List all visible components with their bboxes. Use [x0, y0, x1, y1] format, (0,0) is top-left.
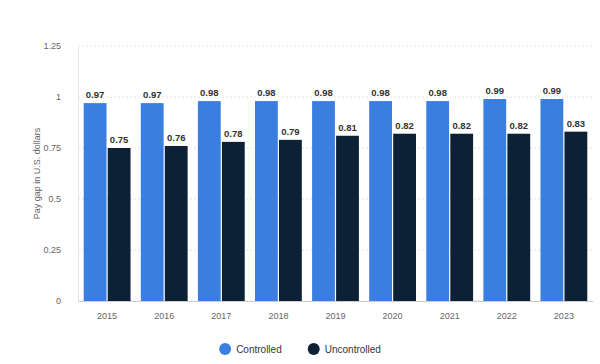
grid-line [78, 46, 593, 47]
data-labels: 0.97 0.97 0.98 0.98 0.98 0.98 0.98 0.99 0.99 0.75… [86, 85, 585, 145]
y-axis-title: Pay gap in U.S. dollars [32, 127, 42, 219]
bar [507, 134, 530, 301]
data-label: 0.78 [224, 128, 243, 139]
x-tick-label: 2020 [383, 311, 403, 321]
data-label: 0.98 [257, 87, 276, 98]
y-tick-label: 0.75 [43, 143, 61, 153]
grid [78, 46, 593, 301]
x-axis-line [79, 301, 594, 302]
y-axis: 0 0.25 0.5 0.75 1 1.25 [43, 41, 78, 306]
y-tick: 0.5 [48, 194, 78, 204]
x-tick-label: 2021 [440, 311, 460, 321]
data-label: 0.97 [143, 89, 162, 100]
data-label: 0.98 [200, 87, 219, 98]
chart: 0 0.25 0.5 0.75 1 1.25 Pay gap in U.S. dollars… [0, 0, 600, 364]
x-tick-label: 2019 [325, 311, 345, 321]
bar [393, 134, 416, 301]
x-tick-label: 2022 [497, 311, 517, 321]
series [108, 132, 588, 301]
x-tick-label: 2016 [154, 311, 174, 321]
data-label: 0.83 [567, 118, 586, 129]
data-label: 0.82 [395, 120, 414, 131]
data-label: 0.99 [543, 85, 562, 96]
bars [84, 99, 588, 301]
data-label: 0.82 [510, 120, 529, 131]
y-tick-label: 0 [56, 296, 61, 306]
x-tick: 2017 [211, 311, 231, 321]
y-tick-label: 0.5 [48, 194, 61, 204]
bar [255, 101, 278, 301]
bar [336, 136, 359, 301]
y-tick-label: 1.25 [43, 41, 61, 51]
y-tick-label: 1 [56, 92, 61, 102]
x-tick: 2022 [497, 311, 517, 321]
legend-swatch [219, 343, 231, 355]
legend-item: Uncontrolled [308, 343, 381, 355]
x-tick-label: 2018 [268, 311, 288, 321]
bar [279, 140, 302, 301]
bar [540, 99, 563, 301]
bar [222, 142, 245, 301]
x-tick-label: 2017 [211, 311, 231, 321]
data-label: 0.97 [86, 89, 105, 100]
series [84, 99, 564, 301]
legend: Controlled Uncontrolled [219, 343, 381, 355]
data-label: 0.79 [281, 126, 300, 137]
x-tick-label: 2015 [97, 311, 117, 321]
x-tick: 2015 [97, 311, 117, 321]
legend-item: Controlled [219, 343, 282, 355]
x-tick: 2018 [268, 311, 288, 321]
data-label: 0.99 [486, 85, 505, 96]
bar [426, 101, 449, 301]
data-label: 0.81 [338, 122, 357, 133]
y-tick: 1 [56, 92, 78, 102]
bar [564, 132, 587, 301]
bar [312, 101, 335, 301]
data-label: 0.75 [110, 134, 129, 145]
y-tick: 0.75 [43, 143, 78, 153]
data-label: 0.76 [167, 132, 186, 143]
bar [84, 103, 107, 301]
x-tick: 2016 [154, 311, 174, 321]
x-tick: 2019 [325, 311, 345, 321]
bar [165, 146, 188, 301]
y-tick: 0 [56, 296, 78, 306]
x-axis: 2015 2016 2017 2018 2019 2020 2021 2022 2023 [79, 302, 594, 322]
data-label: 0.98 [371, 87, 390, 98]
bar [483, 99, 506, 301]
y-axis-line [78, 47, 79, 302]
data-label: 0.98 [428, 87, 447, 98]
x-tick-label: 2023 [554, 311, 574, 321]
x-tick: 2020 [383, 311, 403, 321]
x-tick: 2021 [440, 311, 460, 321]
bar [369, 101, 392, 301]
data-label: 0.98 [314, 87, 333, 98]
bar [198, 101, 221, 301]
bar [141, 103, 164, 301]
bar [108, 148, 131, 301]
y-tick-label: 0.25 [43, 245, 61, 255]
legend-label: Uncontrolled [325, 344, 381, 355]
legend-label: Controlled [236, 344, 282, 355]
data-label: 0.82 [452, 120, 471, 131]
legend-swatch [308, 343, 320, 355]
y-tick: 1.25 [43, 41, 78, 51]
y-tick: 0.25 [43, 245, 78, 255]
x-tick: 2023 [554, 311, 574, 321]
bar [450, 134, 473, 301]
